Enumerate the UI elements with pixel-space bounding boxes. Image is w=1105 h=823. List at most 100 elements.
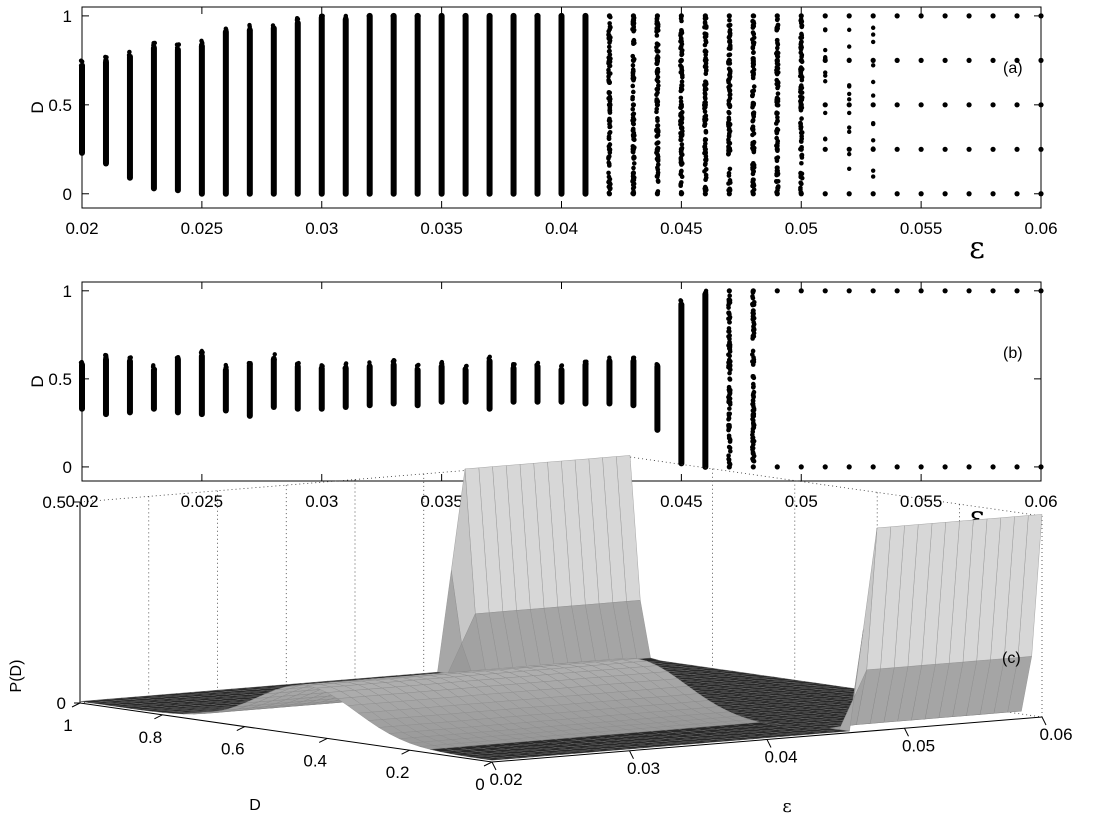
point [799,116,804,121]
point [966,102,972,108]
band-eps-0.052 [846,13,852,197]
point [655,132,661,138]
point [870,93,876,98]
point [822,102,828,108]
band-eps-0.030 [318,13,325,197]
point [607,24,613,30]
band-eps-0.028 [270,352,277,411]
point [678,171,683,177]
point [750,316,756,322]
band-eps-0.028 [270,23,277,197]
point [774,191,780,197]
point [127,355,132,361]
d-tick [236,726,246,732]
point [847,44,852,49]
point [822,464,828,470]
point [726,102,732,108]
point [727,364,733,369]
point [775,66,781,71]
point [942,191,948,197]
point [678,30,684,36]
point [630,89,636,95]
point [918,57,924,63]
point [846,146,852,152]
point [272,357,277,362]
point [798,126,804,132]
band-eps-0.034 [414,362,421,409]
point [750,352,755,357]
point [918,191,924,197]
point [559,363,565,368]
band-eps-0.039 [534,12,541,197]
point [655,154,661,160]
point [704,67,709,73]
point [631,28,636,34]
point [702,57,708,63]
d-tick [154,714,163,720]
point [751,35,757,40]
band-eps-0.032 [366,12,373,197]
band-eps-0.049 [773,13,781,197]
point [750,449,756,455]
band-eps-0.059 [1014,288,1020,470]
band-eps-0.045 [678,13,685,197]
point [726,191,732,197]
point [152,367,158,372]
band-eps-0.036 [462,363,469,405]
point [774,130,780,136]
point [678,130,683,136]
point [702,191,708,197]
eps-tick-label: 0.06 [1039,725,1072,744]
point [966,13,972,19]
point [416,362,421,368]
point [750,435,756,440]
panel-c-label: (c) [1002,650,1021,667]
point [726,417,731,422]
z-tick-label: 0.5 [42,493,66,512]
point [607,154,612,159]
point [750,336,755,341]
point [774,146,780,152]
d-tick-label: 1 [63,716,72,735]
band-eps-0.046 [702,288,709,470]
point [654,92,659,98]
point [654,33,660,38]
point [751,114,757,119]
x-tick-label: 0.025 [181,492,224,511]
point [702,109,708,114]
point [630,94,635,100]
point [606,90,612,96]
point [703,141,708,146]
point [631,75,637,81]
point [798,102,804,108]
eps-tick [629,750,634,759]
point [727,17,732,23]
point [654,191,661,197]
band-eps-0.046 [702,13,709,197]
point [414,13,420,19]
eps-tick [491,761,497,771]
point [750,416,755,422]
point [654,86,660,92]
point [727,311,732,317]
point [607,124,612,130]
point [846,102,852,108]
point [631,355,637,360]
point [632,40,637,46]
band-eps-0.037 [486,12,493,197]
point [726,456,731,462]
point [247,24,252,29]
band-eps-0.033 [390,12,397,197]
point [728,367,733,373]
point [847,97,852,102]
point [727,445,733,451]
point [439,13,445,19]
point [727,349,733,354]
point [510,363,516,368]
d-tick-label: 0 [475,775,484,794]
x-tick-label: 0.02 [65,492,98,511]
point [870,174,876,179]
point [751,50,756,56]
point [775,25,780,31]
x-tick-label: 0.05 [785,492,818,511]
